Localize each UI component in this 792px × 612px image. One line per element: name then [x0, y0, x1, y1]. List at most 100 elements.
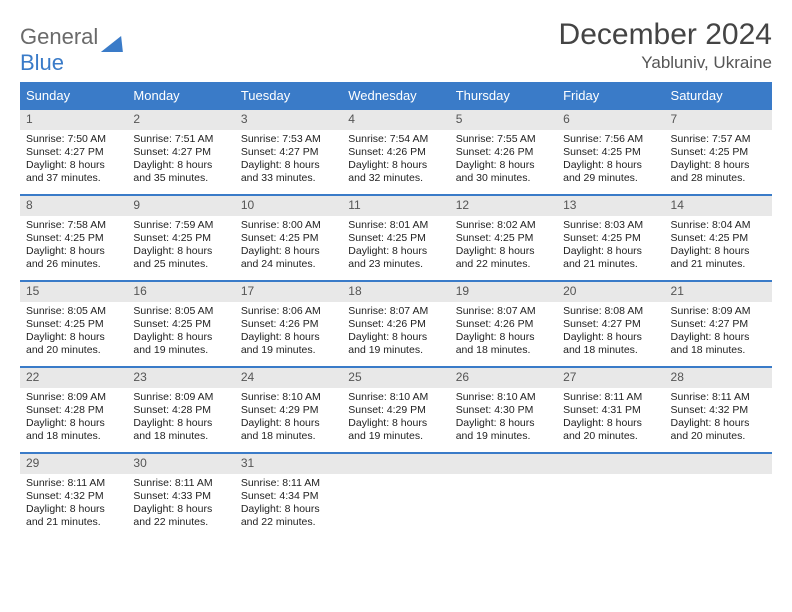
day-box: 12Sunrise: 8:02 AMSunset: 4:25 PMDayligh…	[450, 194, 557, 280]
day-body: Sunrise: 8:04 AMSunset: 4:25 PMDaylight:…	[665, 216, 772, 280]
sunrise: Sunrise: 7:59 AM	[133, 219, 228, 232]
calendar-cell: 30Sunrise: 8:11 AMSunset: 4:33 PMDayligh…	[127, 452, 234, 538]
daylight-prefix: Daylight:	[348, 417, 392, 429]
sunset-value: 4:27 PM	[602, 318, 641, 330]
sunrise-value: 8:11 AM	[712, 391, 750, 403]
sunrise: Sunrise: 8:11 AM	[671, 391, 766, 404]
sunrise-prefix: Sunrise:	[133, 477, 174, 489]
sunrise-value: 8:10 AM	[390, 391, 429, 403]
sunset-value: 4:32 PM	[709, 404, 748, 416]
daylight: Daylight: 8 hours and 24 minutes.	[241, 245, 336, 271]
day-body: Sunrise: 8:09 AMSunset: 4:28 PMDaylight:…	[127, 388, 234, 452]
header: General Blue December 2024 Yabluniv, Ukr…	[20, 18, 772, 76]
daylight: Daylight: 8 hours and 32 minutes.	[348, 159, 443, 185]
sunrise-value: 7:58 AM	[67, 219, 106, 231]
sunrise: Sunrise: 8:11 AM	[563, 391, 658, 404]
sunset: Sunset: 4:25 PM	[456, 232, 551, 245]
day-number	[665, 454, 772, 474]
sunrise-prefix: Sunrise:	[348, 391, 389, 403]
day-number: 17	[235, 282, 342, 302]
sunrise-prefix: Sunrise:	[133, 391, 174, 403]
sunset-prefix: Sunset:	[26, 404, 65, 416]
sunset-prefix: Sunset:	[671, 318, 710, 330]
sunrise-value: 8:11 AM	[175, 477, 213, 489]
daylight: Daylight: 8 hours and 18 minutes.	[456, 331, 551, 357]
sunrise-prefix: Sunrise:	[26, 305, 67, 317]
sunset: Sunset: 4:33 PM	[133, 490, 228, 503]
day-box: 1Sunrise: 7:50 AMSunset: 4:27 PMDaylight…	[20, 108, 127, 194]
sunset: Sunset: 4:30 PM	[456, 404, 551, 417]
day-number: 9	[127, 196, 234, 216]
daylight-prefix: Daylight:	[133, 245, 177, 257]
sunrise-value: 8:02 AM	[497, 219, 536, 231]
day-box: 21Sunrise: 8:09 AMSunset: 4:27 PMDayligh…	[665, 280, 772, 366]
sunset-value: 4:25 PM	[172, 318, 211, 330]
sunset: Sunset: 4:29 PM	[241, 404, 336, 417]
daylight-prefix: Daylight:	[133, 159, 177, 171]
sunset: Sunset: 4:25 PM	[133, 232, 228, 245]
sunrise-prefix: Sunrise:	[456, 305, 497, 317]
sunrise-prefix: Sunrise:	[348, 305, 389, 317]
daylight-prefix: Daylight:	[456, 417, 500, 429]
sunrise-prefix: Sunrise:	[563, 219, 604, 231]
calendar-cell: 29Sunrise: 8:11 AMSunset: 4:32 PMDayligh…	[20, 452, 127, 538]
sunrise: Sunrise: 8:10 AM	[456, 391, 551, 404]
title-block: December 2024 Yabluniv, Ukraine	[559, 18, 772, 73]
sunset: Sunset: 4:27 PM	[671, 318, 766, 331]
daylight-prefix: Daylight:	[671, 245, 715, 257]
sunrise-prefix: Sunrise:	[563, 133, 604, 145]
sunset-prefix: Sunset:	[563, 318, 602, 330]
day-box: 11Sunrise: 8:01 AMSunset: 4:25 PMDayligh…	[342, 194, 449, 280]
sunrise-prefix: Sunrise:	[671, 305, 712, 317]
sunrise-prefix: Sunrise:	[241, 477, 282, 489]
sunset-prefix: Sunset:	[671, 232, 710, 244]
daylight-prefix: Daylight:	[241, 503, 285, 515]
day-body	[342, 474, 449, 538]
day-box	[665, 452, 772, 538]
day-number: 21	[665, 282, 772, 302]
sunset-prefix: Sunset:	[563, 146, 602, 158]
day-box: 9 Sunrise: 7:59 AMSunset: 4:25 PMDaylight…	[127, 194, 234, 280]
daylight: Daylight: 8 hours and 26 minutes.	[26, 245, 121, 271]
sunrise: Sunrise: 8:07 AM	[348, 305, 443, 318]
day-number: 4	[342, 110, 449, 130]
calendar-head: Sunday Monday Tuesday Wednesday Thursday…	[20, 84, 772, 108]
logo-triangle-icon	[101, 36, 125, 52]
day-body: Sunrise: 8:01 AMSunset: 4:25 PMDaylight:…	[342, 216, 449, 280]
sunset-prefix: Sunset:	[133, 404, 172, 416]
sunset-prefix: Sunset:	[456, 318, 495, 330]
sunset-prefix: Sunset:	[26, 232, 65, 244]
sunset-prefix: Sunset:	[348, 232, 387, 244]
sunset: Sunset: 4:27 PM	[133, 146, 228, 159]
sunrise-prefix: Sunrise:	[348, 219, 389, 231]
daylight: Daylight: 8 hours and 20 minutes.	[671, 417, 766, 443]
daylight-prefix: Daylight:	[26, 503, 70, 515]
sunrise: Sunrise: 8:10 AM	[348, 391, 443, 404]
day-box: 6Sunrise: 7:56 AMSunset: 4:25 PMDaylight…	[557, 108, 664, 194]
day-body: Sunrise: 8:10 AMSunset: 4:29 PMDaylight:…	[342, 388, 449, 452]
sunset-prefix: Sunset:	[348, 146, 387, 158]
calendar-week-row: 15Sunrise: 8:05 AMSunset: 4:25 PMDayligh…	[20, 280, 772, 366]
day-body: Sunrise: 8:02 AMSunset: 4:25 PMDaylight:…	[450, 216, 557, 280]
sunrise: Sunrise: 8:07 AM	[456, 305, 551, 318]
day-body: Sunrise: 8:09 AMSunset: 4:28 PMDaylight:…	[20, 388, 127, 452]
sunset-value: 4:26 PM	[279, 318, 318, 330]
sunrise: Sunrise: 7:58 AM	[26, 219, 121, 232]
calendar-cell: 3Sunrise: 7:53 AMSunset: 4:27 PMDaylight…	[235, 108, 342, 194]
sunrise-value: 7:59 AM	[175, 219, 214, 231]
sunrise-value: 8:10 AM	[497, 391, 536, 403]
day-number	[342, 454, 449, 474]
day-number: 22	[20, 368, 127, 388]
calendar-cell: 31Sunrise: 8:11 AMSunset: 4:34 PMDayligh…	[235, 452, 342, 538]
sunset-prefix: Sunset:	[563, 232, 602, 244]
day-number	[557, 454, 664, 474]
day-number: 27	[557, 368, 664, 388]
sunset-value: 4:30 PM	[494, 404, 533, 416]
sunset-prefix: Sunset:	[456, 404, 495, 416]
sunrise: Sunrise: 7:51 AM	[133, 133, 228, 146]
calendar-cell: 2Sunrise: 7:51 AMSunset: 4:27 PMDaylight…	[127, 108, 234, 194]
daylight: Daylight: 8 hours and 20 minutes.	[26, 331, 121, 357]
day-number: 3	[235, 110, 342, 130]
sunrise-value: 8:09 AM	[175, 391, 214, 403]
calendar-cell: 12Sunrise: 8:02 AMSunset: 4:25 PMDayligh…	[450, 194, 557, 280]
